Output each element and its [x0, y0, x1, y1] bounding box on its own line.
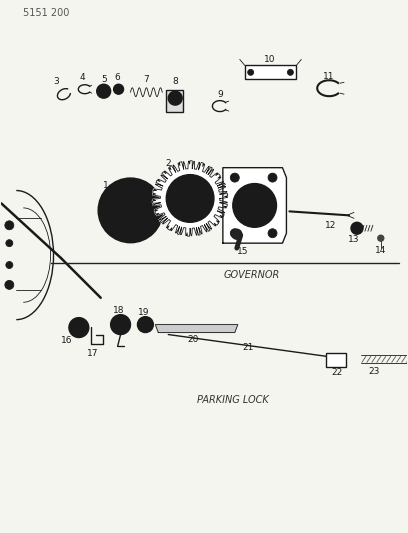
Polygon shape [153, 161, 228, 236]
Text: 5151 200: 5151 200 [23, 8, 70, 18]
Circle shape [100, 87, 108, 95]
Text: 15: 15 [237, 247, 248, 256]
Circle shape [173, 182, 207, 215]
Bar [245, 66, 296, 79]
Circle shape [233, 183, 277, 227]
Text: 10: 10 [264, 55, 275, 64]
Circle shape [74, 322, 84, 333]
Circle shape [111, 314, 131, 335]
Circle shape [69, 318, 89, 337]
Text: 8: 8 [172, 77, 178, 86]
Text: 12: 12 [326, 221, 337, 230]
Polygon shape [155, 325, 238, 333]
Text: 6: 6 [115, 73, 120, 82]
Circle shape [137, 317, 153, 333]
Circle shape [106, 185, 155, 235]
Circle shape [166, 175, 214, 222]
Circle shape [287, 69, 293, 75]
Text: GOVERNOR: GOVERNOR [224, 270, 280, 280]
Text: 18: 18 [113, 306, 124, 315]
Circle shape [5, 280, 14, 289]
Circle shape [268, 173, 277, 182]
Text: 13: 13 [348, 235, 360, 244]
Text: 7: 7 [144, 75, 149, 84]
Circle shape [378, 235, 384, 241]
Text: 4: 4 [80, 73, 86, 82]
Text: 5: 5 [101, 75, 106, 84]
Text: 14: 14 [375, 246, 386, 255]
Text: 2: 2 [165, 159, 171, 168]
Circle shape [6, 240, 13, 247]
Text: 1: 1 [103, 181, 109, 190]
Text: 17: 17 [87, 349, 98, 358]
Circle shape [113, 84, 124, 94]
Circle shape [240, 190, 270, 220]
Text: PARKING LOCK: PARKING LOCK [197, 395, 269, 405]
Circle shape [97, 84, 111, 98]
Circle shape [232, 229, 242, 239]
Circle shape [6, 262, 13, 269]
Text: 22: 22 [331, 368, 343, 377]
Text: 16: 16 [61, 336, 73, 345]
Circle shape [113, 192, 149, 228]
Circle shape [268, 229, 277, 238]
Circle shape [5, 221, 14, 230]
Polygon shape [223, 168, 286, 243]
Circle shape [115, 320, 126, 329]
Circle shape [351, 222, 363, 234]
Bar [166, 90, 183, 112]
Circle shape [168, 91, 182, 105]
Text: 11: 11 [324, 72, 335, 81]
Text: 23: 23 [368, 367, 379, 376]
Circle shape [231, 173, 239, 182]
Bar [326, 353, 346, 367]
Circle shape [99, 179, 162, 242]
Text: 3: 3 [53, 77, 59, 86]
Text: 21: 21 [242, 343, 253, 352]
Circle shape [180, 189, 200, 208]
Circle shape [142, 321, 149, 328]
Text: 9: 9 [217, 90, 223, 99]
Circle shape [231, 229, 239, 238]
Text: 20: 20 [187, 335, 199, 344]
Circle shape [248, 69, 254, 75]
Text: 19: 19 [137, 308, 149, 317]
